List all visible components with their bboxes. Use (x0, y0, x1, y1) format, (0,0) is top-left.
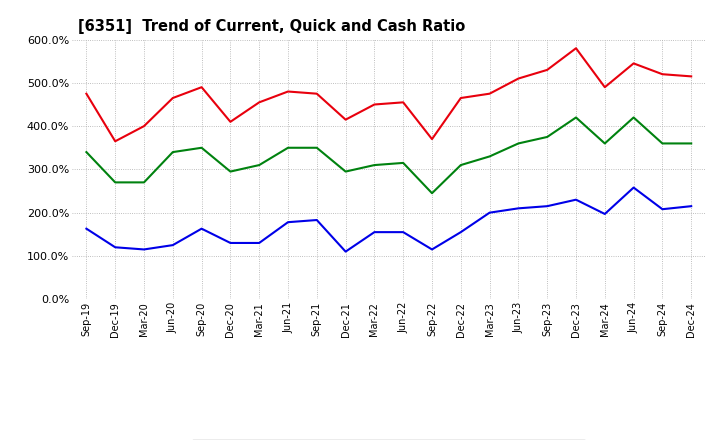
Cash Ratio (341, 249, 350, 254)
Current Ratio (341, 117, 350, 122)
Cash Ratio (370, 230, 379, 235)
Cash Ratio (629, 185, 638, 190)
Quick Ratio (456, 162, 465, 168)
Current Ratio (312, 91, 321, 96)
Cash Ratio (658, 206, 667, 212)
Cash Ratio (572, 197, 580, 202)
Cash Ratio (687, 204, 696, 209)
Current Ratio (255, 100, 264, 105)
Quick Ratio (485, 154, 494, 159)
Quick Ratio (399, 160, 408, 165)
Cash Ratio (312, 217, 321, 223)
Current Ratio (82, 91, 91, 96)
Quick Ratio (543, 134, 552, 139)
Quick Ratio (197, 145, 206, 150)
Quick Ratio (226, 169, 235, 174)
Cash Ratio (456, 230, 465, 235)
Current Ratio (197, 84, 206, 90)
Current Ratio (399, 100, 408, 105)
Quick Ratio (312, 145, 321, 150)
Quick Ratio (168, 150, 177, 155)
Cash Ratio (226, 240, 235, 246)
Cash Ratio (600, 211, 609, 216)
Cash Ratio (197, 226, 206, 231)
Cash Ratio (111, 245, 120, 250)
Quick Ratio (111, 180, 120, 185)
Current Ratio (485, 91, 494, 96)
Current Ratio (428, 136, 436, 142)
Cash Ratio (428, 247, 436, 252)
Current Ratio (543, 67, 552, 73)
Cash Ratio (82, 226, 91, 231)
Quick Ratio (255, 162, 264, 168)
Quick Ratio (140, 180, 148, 185)
Current Ratio (284, 89, 292, 94)
Quick Ratio (428, 191, 436, 196)
Cash Ratio (168, 242, 177, 248)
Current Ratio (687, 74, 696, 79)
Quick Ratio (658, 141, 667, 146)
Quick Ratio (572, 115, 580, 120)
Cash Ratio (543, 204, 552, 209)
Current Ratio (168, 95, 177, 101)
Current Ratio (456, 95, 465, 101)
Cash Ratio (514, 205, 523, 211)
Current Ratio (600, 84, 609, 90)
Current Ratio (572, 46, 580, 51)
Current Ratio (226, 119, 235, 125)
Text: [6351]  Trend of Current, Quick and Cash Ratio: [6351] Trend of Current, Quick and Cash … (78, 19, 466, 34)
Current Ratio (140, 124, 148, 129)
Line: Cash Ratio: Cash Ratio (86, 187, 691, 252)
Quick Ratio (370, 162, 379, 168)
Current Ratio (514, 76, 523, 81)
Line: Current Ratio: Current Ratio (86, 48, 691, 141)
Cash Ratio (140, 247, 148, 252)
Cash Ratio (485, 210, 494, 215)
Current Ratio (370, 102, 379, 107)
Quick Ratio (600, 141, 609, 146)
Cash Ratio (284, 220, 292, 225)
Current Ratio (629, 61, 638, 66)
Quick Ratio (687, 141, 696, 146)
Quick Ratio (629, 115, 638, 120)
Cash Ratio (255, 240, 264, 246)
Cash Ratio (399, 230, 408, 235)
Quick Ratio (514, 141, 523, 146)
Quick Ratio (341, 169, 350, 174)
Quick Ratio (82, 150, 91, 155)
Quick Ratio (284, 145, 292, 150)
Line: Quick Ratio: Quick Ratio (86, 117, 691, 193)
Current Ratio (111, 139, 120, 144)
Current Ratio (658, 72, 667, 77)
